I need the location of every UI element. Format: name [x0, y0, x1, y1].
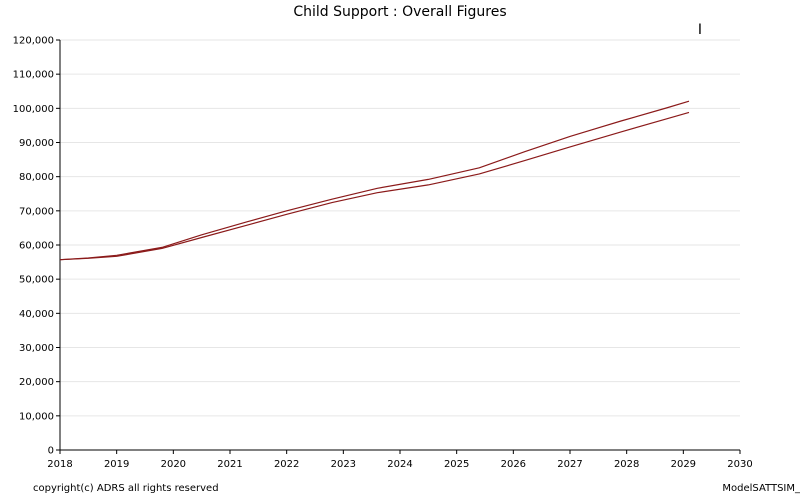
y-tick-label: 60,000	[19, 241, 54, 252]
x-tick-label: 2022	[274, 459, 299, 470]
tick-labels: 0 10,000 20,000 30,000 40,000 50,000 60,000 70,…	[13, 36, 753, 471]
gridlines	[60, 39, 740, 417]
cursor-marker: I	[698, 22, 702, 38]
series-lines	[59, 100, 690, 261]
series-line-1	[59, 100, 690, 261]
chart-title: Child Support : Overall Figures	[293, 4, 506, 20]
x-tick-label: 2019	[104, 459, 129, 470]
y-tick-label: 30,000	[19, 343, 54, 354]
x-tick-label: 2023	[331, 459, 356, 470]
y-tick-label: 110,000	[13, 70, 54, 81]
y-tick-label: 70,000	[19, 206, 54, 217]
y-tick-label: 120,000	[13, 36, 54, 47]
x-tick-label: 2026	[501, 459, 526, 470]
y-tick-label: 100,000	[13, 104, 54, 115]
y-tick-label: 50,000	[19, 275, 54, 286]
y-tick-label: 0	[48, 446, 54, 457]
y-tick-label: 10,000	[19, 411, 54, 422]
x-tick-label: 2030	[727, 459, 752, 470]
y-tick-label: 40,000	[19, 309, 54, 320]
model-name: ModelSATTSIM_	[722, 483, 800, 494]
x-tick-label: 2021	[217, 459, 242, 470]
y-tick-label: 20,000	[19, 377, 54, 388]
x-tick-label: 2024	[387, 459, 412, 470]
series-line-2	[59, 111, 690, 261]
x-tick-label: 2018	[47, 459, 72, 470]
copyright-notice: copyright(c) ADRS all rights reserved	[33, 483, 219, 494]
x-tick-label: 2028	[614, 459, 639, 470]
axes	[56, 39, 741, 454]
x-tick-label: 2027	[557, 459, 582, 470]
x-tick-label: 2025	[444, 459, 469, 470]
y-tick-label: 80,000	[19, 172, 54, 183]
x-tick-label: 2029	[671, 459, 696, 470]
x-tick-label: 2020	[161, 459, 186, 470]
y-tick-label: 90,000	[19, 138, 54, 149]
